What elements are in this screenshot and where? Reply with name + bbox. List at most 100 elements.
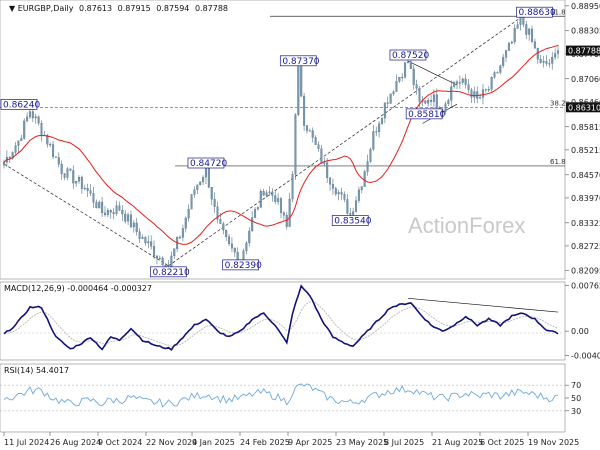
candle [467, 78, 470, 94]
price-y-tick-label: 0.83325 [571, 219, 600, 228]
annotation-label: 0.87370 [282, 57, 319, 67]
candle [337, 189, 340, 201]
candle [202, 175, 205, 185]
candle [340, 187, 343, 201]
candle [398, 76, 401, 83]
candle [124, 209, 127, 224]
candle [334, 186, 337, 197]
candle [533, 38, 536, 49]
candle [147, 235, 150, 249]
candle [447, 98, 450, 106]
candle [487, 86, 490, 93]
watermark: ActionForex [408, 213, 525, 238]
candle [158, 255, 161, 260]
candle [106, 207, 109, 218]
annotation-box [279, 55, 317, 67]
price-annotation: 0.88630 [516, 6, 556, 18]
annotation-label: 0.84720 [190, 159, 227, 169]
price-annotation: 0.82210 [150, 266, 190, 278]
price-y-tick-label: 0.88305 [571, 27, 600, 36]
candle [95, 199, 98, 209]
candle [52, 140, 55, 159]
candle [75, 181, 78, 187]
candle [496, 71, 499, 74]
macd-panel: 0.007623 0.00 -0.004073 MACD(12,26,9) -0.0… [0, 282, 600, 360]
candle [196, 184, 199, 194]
candle [20, 134, 23, 142]
candle [26, 112, 29, 123]
price-panel-frame [0, 0, 566, 280]
annotation-box [187, 157, 225, 169]
candle [216, 201, 219, 224]
candle [265, 189, 268, 198]
candle [54, 156, 57, 158]
title-arrow-icon: ▼ [9, 4, 18, 13]
ohlc-high: 0.87915 [118, 4, 151, 13]
candle [282, 210, 285, 220]
rsi-y-tick-label: 50 [571, 394, 581, 403]
price-y-tick-label: 0.82095 [571, 266, 600, 275]
candle [178, 235, 182, 240]
candle [505, 49, 508, 63]
x-tick-label: 11 Jul 2024 [4, 438, 49, 447]
candlestick-series [2, 7, 560, 275]
last-price-box [566, 45, 600, 56]
candle [542, 55, 545, 68]
price-annotation: 0.82390 [222, 259, 262, 271]
candle [115, 200, 118, 216]
x-tick-label: 9 Oct 2024 [98, 438, 142, 447]
candle [17, 140, 20, 153]
candle [161, 256, 164, 266]
candle [288, 193, 291, 228]
candle [118, 201, 121, 212]
candle [369, 147, 372, 164]
last-price-label: 0.87788 [568, 47, 600, 56]
x-tick-label: 21 Aug 2025 [432, 438, 483, 447]
candle [132, 220, 135, 233]
rsi-panel-frame [0, 363, 566, 433]
candle [49, 142, 52, 148]
candle [150, 235, 153, 250]
candle [256, 206, 259, 211]
moving-average-line [3, 45, 559, 245]
candle [193, 186, 196, 198]
price-panel: 61.8 38.2 0.86310 61.8 0.86240 0.82210 0.8472… [0, 0, 600, 280]
candle [404, 62, 407, 79]
candle [101, 197, 104, 217]
candle [430, 94, 433, 106]
fib-level-label: 61.8 [550, 8, 566, 16]
x-tick-label: 8 Jul 2025 [384, 438, 424, 447]
candle [294, 113, 297, 180]
candle [308, 128, 311, 132]
x-tick-label: 19 Nov 2025 [528, 438, 579, 447]
candle [366, 154, 369, 176]
candle [507, 41, 510, 52]
candle [57, 152, 60, 168]
candle [389, 93, 392, 104]
price-annotation: 0.84720 [187, 157, 227, 169]
symbol-title: ▼ EURGBP,Daily 0.87613 0.87915 0.87594 0… [9, 4, 228, 13]
symbol-name: EURGBP,Daily [18, 4, 74, 13]
candle [121, 205, 124, 221]
candle [80, 175, 83, 194]
candle [210, 187, 213, 206]
candle [513, 24, 516, 45]
candle [279, 196, 283, 219]
x-tick-label: 9 Apr 2025 [288, 438, 332, 447]
candle [346, 193, 349, 215]
price-annotation: 0.85810 [405, 108, 446, 120]
candle [329, 177, 332, 191]
candle [415, 79, 418, 95]
candle [63, 173, 66, 181]
candle [545, 55, 548, 67]
price-y-tick-label: 0.85215 [571, 146, 600, 155]
candle [412, 64, 415, 90]
candle [248, 227, 251, 247]
candle [432, 89, 435, 109]
candle [34, 114, 37, 124]
